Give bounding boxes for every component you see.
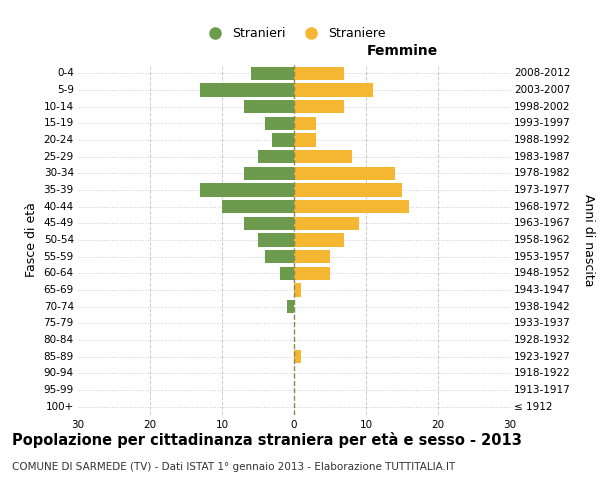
Text: Femmine: Femmine <box>367 44 437 58</box>
Bar <box>200 184 294 196</box>
Bar <box>294 66 344 80</box>
Bar <box>200 84 294 96</box>
Bar <box>294 284 301 296</box>
Bar <box>294 100 344 114</box>
Bar <box>244 100 294 114</box>
Bar <box>280 266 294 280</box>
Bar <box>251 66 294 80</box>
Text: COMUNE DI SARMEDE (TV) - Dati ISTAT 1° gennaio 2013 - Elaborazione TUTTITALIA.IT: COMUNE DI SARMEDE (TV) - Dati ISTAT 1° g… <box>12 462 455 472</box>
Y-axis label: Anni di nascita: Anni di nascita <box>582 194 595 286</box>
Bar <box>287 300 294 314</box>
Bar <box>265 250 294 264</box>
Bar <box>294 234 344 246</box>
Text: Popolazione per cittadinanza straniera per età e sesso - 2013: Popolazione per cittadinanza straniera p… <box>12 432 522 448</box>
Bar <box>294 84 373 96</box>
Bar <box>294 184 402 196</box>
Legend: Stranieri, Straniere: Stranieri, Straniere <box>197 22 391 45</box>
Bar <box>294 266 330 280</box>
Bar <box>294 166 395 180</box>
Bar <box>294 134 316 146</box>
Bar <box>294 150 352 164</box>
Bar <box>294 216 359 230</box>
Bar <box>258 150 294 164</box>
Bar <box>244 216 294 230</box>
Bar <box>222 200 294 213</box>
Bar <box>294 116 316 130</box>
Bar <box>294 250 330 264</box>
Bar <box>294 200 409 213</box>
Bar <box>294 350 301 364</box>
Y-axis label: Fasce di età: Fasce di età <box>25 202 38 278</box>
Bar <box>265 116 294 130</box>
Bar <box>258 234 294 246</box>
Bar <box>244 166 294 180</box>
Bar <box>272 134 294 146</box>
